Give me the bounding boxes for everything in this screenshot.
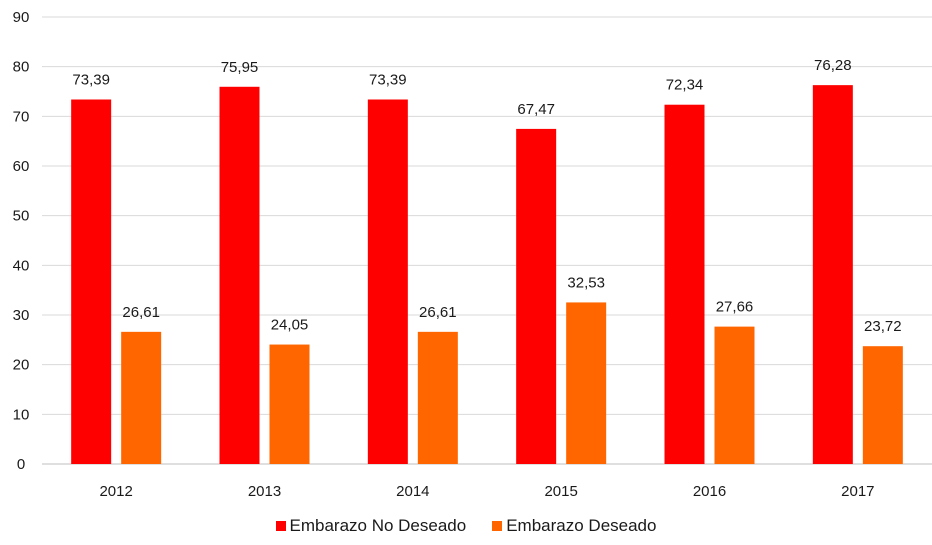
y-tick-label: 30 bbox=[13, 307, 30, 324]
bar-no-deseado bbox=[367, 99, 408, 464]
legend-label-deseado: Embarazo Deseado bbox=[506, 516, 657, 535]
x-tick-label: 2014 bbox=[396, 483, 429, 500]
x-tick-label: 2017 bbox=[841, 483, 874, 500]
bar-deseado bbox=[862, 346, 903, 464]
data-label: 23,72 bbox=[864, 318, 902, 335]
legend-label-no-deseado: Embarazo No Deseado bbox=[289, 516, 467, 535]
y-tick-label: 60 bbox=[13, 158, 30, 175]
data-label: 32,53 bbox=[567, 274, 605, 291]
legend-swatch-no-deseado bbox=[275, 521, 286, 531]
x-tick-label: 2012 bbox=[99, 483, 132, 500]
y-tick-label: 50 bbox=[13, 208, 30, 225]
data-label: 76,28 bbox=[814, 57, 852, 74]
bar-deseado bbox=[121, 331, 162, 464]
legend-item-no-deseado: Embarazo No Deseado bbox=[275, 516, 467, 536]
data-label: 26,61 bbox=[122, 304, 160, 321]
legend-swatch-deseado bbox=[492, 521, 503, 531]
legend-item-deseado: Embarazo Deseado bbox=[492, 516, 656, 536]
data-label: 73,39 bbox=[369, 71, 407, 88]
bar-no-deseado bbox=[219, 86, 260, 464]
y-tick-label: 80 bbox=[13, 59, 30, 76]
bar-no-deseado bbox=[71, 99, 112, 464]
data-label: 73,39 bbox=[72, 71, 110, 88]
bar-no-deseado bbox=[664, 104, 705, 464]
bar-deseado bbox=[566, 302, 607, 464]
data-label: 75,95 bbox=[221, 59, 259, 76]
data-label: 26,61 bbox=[419, 304, 457, 321]
x-tick-label: 2016 bbox=[693, 483, 726, 500]
chart-legend: Embarazo No Deseado Embarazo Deseado bbox=[0, 516, 932, 536]
data-label: 67,47 bbox=[517, 101, 555, 118]
y-tick-label: 90 bbox=[13, 9, 30, 26]
x-tick-label: 2015 bbox=[544, 483, 577, 500]
y-tick-label: 0 bbox=[17, 456, 25, 473]
x-tick-label: 2013 bbox=[248, 483, 281, 500]
data-label: 24,05 bbox=[271, 317, 309, 334]
bar-deseado bbox=[714, 326, 755, 464]
bar-no-deseado bbox=[516, 128, 557, 465]
bar-no-deseado bbox=[812, 85, 853, 464]
y-tick-label: 10 bbox=[13, 406, 30, 423]
bar-deseado bbox=[269, 344, 310, 464]
y-tick-label: 40 bbox=[13, 257, 30, 274]
y-tick-label: 70 bbox=[13, 108, 30, 125]
bar-deseado bbox=[417, 331, 458, 464]
data-label: 27,66 bbox=[716, 299, 754, 316]
data-label: 72,34 bbox=[666, 77, 704, 94]
bar-chart: 0 10 20 30 40 50 60 70 80 90 73,39 26,61 2012 75,95 24… bbox=[13, 9, 932, 500]
y-tick-label: 20 bbox=[13, 357, 30, 374]
